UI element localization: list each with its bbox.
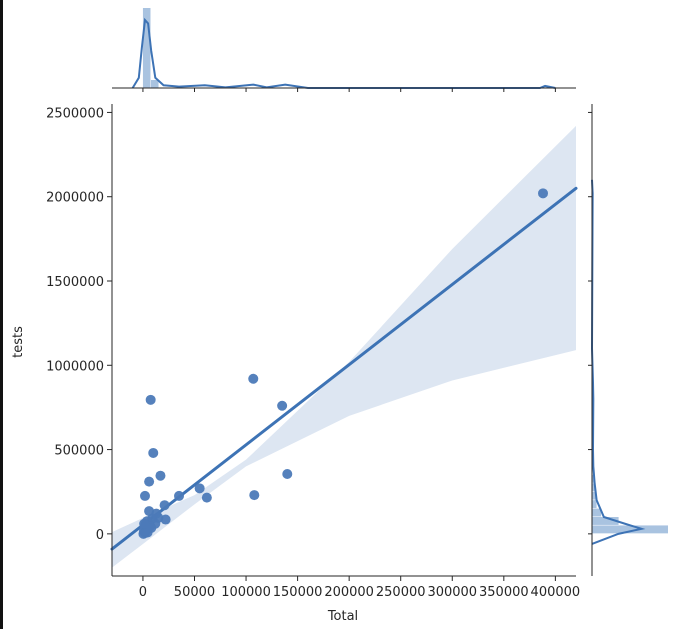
right-hist-bar-2 (592, 508, 602, 517)
y-tick-label-2: 1000000 (46, 359, 104, 374)
main-plot-area (110, 125, 578, 568)
x-tick-label-2: 100000 (221, 585, 271, 600)
x-tick-label-7: 350000 (479, 585, 529, 600)
right-hist-bar-5 (592, 483, 596, 492)
y-tick-label-3: 1500000 (46, 275, 104, 290)
data-point-2 (277, 400, 288, 411)
window-edge (0, 0, 3, 629)
data-point-17 (160, 514, 171, 525)
regression-line (110, 186, 578, 551)
right-hist-bar-3 (592, 500, 597, 509)
right-kde-curve (590, 179, 646, 545)
y-tick-label-0: 0 (96, 528, 104, 543)
right-marginal-distribution (588, 104, 668, 576)
data-point-3 (145, 394, 156, 405)
y-tick-label-1: 500000 (54, 444, 104, 459)
top-marginal-distribution (112, 8, 576, 92)
y-tick-label-4: 2000000 (46, 191, 104, 206)
data-point-0 (538, 188, 549, 199)
data-point-11 (174, 490, 185, 501)
data-point-10 (201, 492, 212, 503)
x-tick-label-4: 200000 (324, 585, 374, 600)
right-hist-bar-6 (592, 474, 595, 483)
data-point-6 (282, 469, 293, 480)
top-hist-bar-0 (142, 8, 151, 88)
x-tick-label-6: 300000 (427, 585, 477, 600)
top-kde-curve (131, 17, 556, 89)
x-tick-label-8: 400000 (531, 585, 581, 600)
data-point-5 (155, 470, 166, 481)
data-point-1 (248, 373, 259, 384)
right-hist-bar-0 (592, 525, 668, 534)
x-tick-label-1: 50000 (174, 585, 215, 600)
data-point-8 (194, 483, 205, 494)
data-point-12 (139, 490, 150, 501)
data-point-4 (148, 447, 159, 458)
confidence-band (112, 125, 576, 568)
x-tick-label-0: 0 (139, 585, 147, 600)
data-point-7 (144, 476, 155, 487)
top-hist-bar-1 (150, 80, 159, 88)
x-tick-label-3: 150000 (273, 585, 323, 600)
x-tick-label-5: 250000 (376, 585, 426, 600)
data-point-9 (249, 490, 260, 501)
right-hist-bar-4 (592, 491, 596, 500)
data-point-13 (159, 500, 170, 511)
x-axis-label: Total (327, 609, 358, 624)
axes: 0 50000 100000 150000 200000 250000 300000 3500… (46, 104, 580, 600)
y-axis-label: tests (11, 326, 26, 358)
data-point-31 (139, 518, 150, 529)
y-tick-label-5: 2500000 (46, 106, 104, 121)
right-hist-bar-1 (592, 517, 619, 525)
